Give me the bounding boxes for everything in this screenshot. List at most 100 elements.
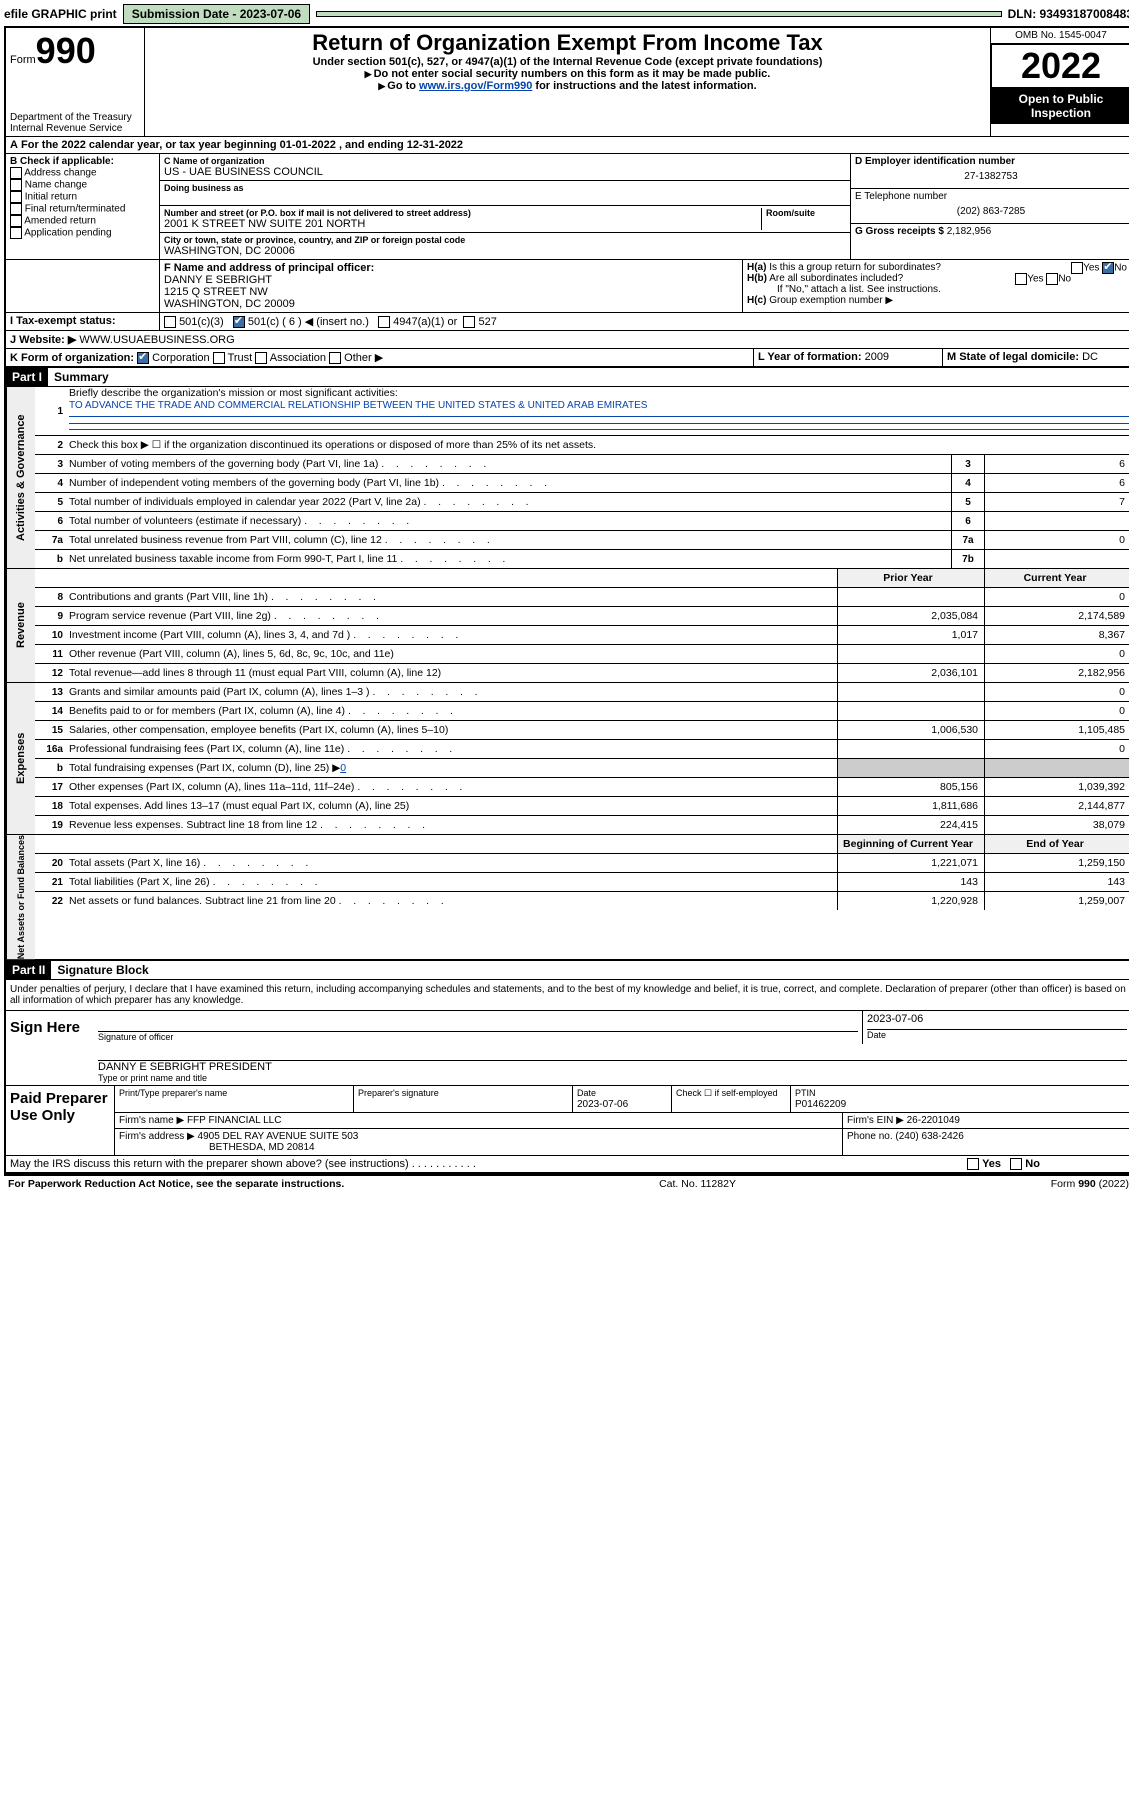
irs-link[interactable]: www.irs.gov/Form990	[419, 80, 532, 92]
l12-text: Total revenue—add lines 8 through 11 (mu…	[67, 667, 837, 679]
top-bar: efile GRAPHIC print Submission Date - 20…	[4, 4, 1129, 24]
city: WASHINGTON, DC 20006	[164, 245, 846, 257]
website: WWW.USUAEBUSINESS.ORG	[79, 334, 234, 346]
footer: For Paperwork Reduction Act Notice, see …	[4, 1176, 1129, 1192]
final-return-checkbox[interactable]	[10, 203, 22, 215]
paid-preparer-label: Paid Preparer Use Only	[6, 1086, 115, 1155]
l19-prior: 224,415	[837, 816, 984, 834]
527-label: 527	[478, 316, 496, 328]
l6-val	[984, 512, 1129, 530]
l7a-val: 0	[984, 531, 1129, 549]
l3-val: 6	[984, 455, 1129, 473]
dba-label: Doing business as	[164, 183, 846, 193]
phone-label: Phone no.	[847, 1131, 893, 1142]
officer-addr2: WASHINGTON, DC 20009	[164, 298, 295, 310]
l21-curr: 143	[984, 873, 1129, 891]
prep-phone: (240) 638-2426	[895, 1131, 963, 1142]
ha-no-checkbox[interactable]	[1102, 262, 1114, 274]
room-label: Room/suite	[766, 208, 846, 218]
ha-yes-checkbox[interactable]	[1071, 262, 1083, 274]
part2-title: Signature Block	[51, 961, 154, 979]
officer-addr1: 1215 Q STREET NW	[164, 286, 268, 298]
subtitle-1: Under section 501(c), 527, or 4947(a)(1)…	[149, 56, 986, 68]
g-label: G Gross receipts $	[855, 226, 944, 237]
firm-addr1: 4905 DEL RAY AVENUE SUITE 503	[198, 1131, 359, 1142]
type-name-label: Type or print name and title	[98, 1073, 1127, 1083]
4947-label: 4947(a)(1) or	[393, 316, 457, 328]
hb-yes-checkbox[interactable]	[1015, 273, 1027, 285]
l11-prior	[837, 645, 984, 663]
assoc-label: Association	[270, 352, 326, 364]
firm-ein: 26-2201049	[907, 1115, 960, 1126]
ptin: P01462209	[795, 1099, 846, 1110]
l15-curr: 1,105,485	[984, 721, 1129, 739]
m-label: M State of legal domicile:	[947, 351, 1079, 363]
final-return-label: Final return/terminated	[25, 204, 126, 215]
may-irs-no-checkbox[interactable]	[1010, 1158, 1022, 1170]
fh-row: F Name and address of principal officer:…	[6, 260, 1129, 313]
expenses-side-label: Expenses	[6, 683, 35, 834]
curr-year-hdr: Current Year	[984, 569, 1129, 587]
firm-ein-label: Firm's EIN ▶	[847, 1115, 904, 1126]
ein: 27-1382753	[855, 167, 1127, 186]
tax-year: 2022	[991, 44, 1129, 88]
trust-checkbox[interactable]	[213, 352, 225, 364]
l17-prior: 805,156	[837, 778, 984, 796]
527-checkbox[interactable]	[463, 316, 475, 328]
l5-text: Total number of individuals employed in …	[67, 496, 951, 508]
omb-label: OMB No. 1545-0047	[991, 28, 1129, 44]
l14-text: Benefits paid to or for members (Part IX…	[67, 705, 837, 717]
initial-return-checkbox[interactable]	[10, 191, 22, 203]
l22-text: Net assets or fund balances. Subtract li…	[67, 895, 837, 907]
beg-year-hdr: Beginning of Current Year	[837, 835, 984, 853]
l9-curr: 2,174,589	[984, 607, 1129, 625]
l20-prior: 1,221,071	[837, 854, 984, 872]
header-row: Form990 Department of the Treasury Inter…	[6, 28, 1129, 137]
j-label: J Website: ▶	[10, 334, 76, 346]
app-pending-checkbox[interactable]	[10, 227, 22, 239]
hb-no-checkbox[interactable]	[1046, 273, 1058, 285]
firm-name-label: Firm's name ▶	[119, 1115, 184, 1126]
amended-checkbox[interactable]	[10, 215, 22, 227]
firm-name: FFP FINANCIAL LLC	[187, 1115, 281, 1126]
sign-here-row: Sign Here Signature of officer 2023-07-0…	[6, 1010, 1129, 1086]
l13-prior	[837, 683, 984, 701]
addr-change-checkbox[interactable]	[10, 167, 22, 179]
501c3-checkbox[interactable]	[164, 316, 176, 328]
header-left: Form990 Department of the Treasury Inter…	[6, 28, 145, 136]
name-change-label: Name change	[25, 180, 87, 191]
corp-checkbox[interactable]	[137, 352, 149, 364]
irs-label: Internal Revenue Service	[10, 123, 140, 134]
governance-section: Activities & Governance 1Briefly describ…	[6, 387, 1129, 569]
e-label: E Telephone number	[855, 191, 947, 202]
501c-checkbox[interactable]	[233, 316, 245, 328]
l19-text: Revenue less expenses. Subtract line 18 …	[67, 819, 837, 831]
expenses-section: Expenses 13Grants and similar amounts pa…	[6, 683, 1129, 835]
subtitle-2: Do not enter social security numbers on …	[149, 68, 986, 80]
assoc-checkbox[interactable]	[255, 352, 267, 364]
row-a: A For the 2022 calendar year, or tax yea…	[6, 137, 1129, 154]
efile-label[interactable]: efile GRAPHIC print	[4, 7, 117, 21]
l16a-curr: 0	[984, 740, 1129, 758]
name-change-checkbox[interactable]	[10, 179, 22, 191]
l7b-text: Net unrelated business taxable income fr…	[67, 553, 951, 565]
street-label: Number and street (or P.O. box if mail i…	[164, 208, 761, 218]
l10-prior: 1,017	[837, 626, 984, 644]
may-irs-yes-checkbox[interactable]	[967, 1158, 979, 1170]
domicile: DC	[1082, 351, 1098, 363]
gross-receipts: 2,182,956	[947, 226, 992, 237]
l19-curr: 38,079	[984, 816, 1129, 834]
d-label: D Employer identification number	[855, 156, 1015, 167]
col-right: D Employer identification number27-13827…	[850, 154, 1129, 259]
l11-curr: 0	[984, 645, 1129, 663]
form-number: 990	[36, 30, 96, 71]
4947-checkbox[interactable]	[378, 316, 390, 328]
amended-label: Amended return	[24, 216, 96, 227]
part1-bar: Part I Summary	[6, 367, 1129, 387]
may-irs-text: May the IRS discuss this return with the…	[10, 1158, 409, 1170]
l13-text: Grants and similar amounts paid (Part IX…	[67, 686, 837, 698]
goto-post: for instructions and the latest informat…	[532, 80, 756, 92]
l8-prior	[837, 588, 984, 606]
other-checkbox[interactable]	[329, 352, 341, 364]
form-word: Form	[10, 54, 36, 66]
